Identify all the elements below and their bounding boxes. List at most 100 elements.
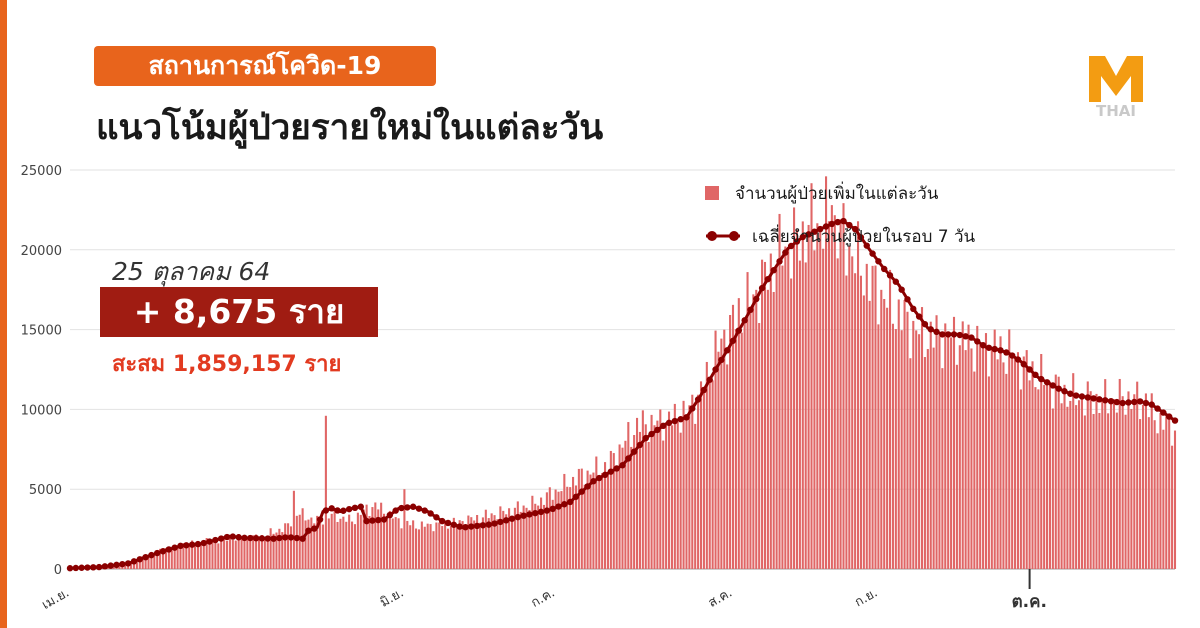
bar [708,382,711,569]
bar [388,510,391,569]
bar [737,298,740,569]
line-point [625,455,632,462]
line-point [473,522,481,530]
bar [731,304,735,569]
bar [193,544,197,569]
bar [720,338,723,569]
line-point [1032,371,1039,379]
line-point [514,513,522,521]
bar [170,550,173,569]
bar [1104,379,1107,569]
bar [182,543,185,569]
bar [263,536,266,569]
bar [659,409,662,569]
bar [987,376,990,569]
line-point [1072,392,1080,399]
bar [955,364,958,569]
line-point [154,549,161,557]
line-point [165,546,173,553]
bar [260,535,263,569]
bar [856,221,860,569]
line-point [572,493,580,500]
line-point [822,223,830,230]
bar [1121,396,1124,569]
bar [900,330,903,569]
line-point [1026,366,1033,373]
line-point [607,468,615,475]
bar [574,485,578,569]
line-point [898,286,905,293]
bar [1014,358,1017,569]
bar [1072,373,1075,569]
bar [621,447,624,569]
bar [894,329,897,569]
bar [1054,374,1057,569]
bar [635,417,639,569]
line-point [636,441,644,449]
bar [522,505,525,569]
bar [714,330,717,569]
line-point [537,508,545,516]
bar [191,540,194,569]
bar [923,357,926,569]
line-point [857,234,865,241]
bar [1098,412,1101,569]
bar [1034,387,1037,569]
bar [162,550,165,569]
line-point [811,228,818,235]
line-point [886,272,894,279]
bar [1048,381,1052,569]
bar [441,526,444,569]
bar [1153,420,1156,569]
bar [211,541,214,569]
bar [883,299,886,569]
bar [426,523,429,569]
bar [394,517,397,569]
y-tick-label: 25000 [21,164,62,179]
line-point [526,511,533,518]
bar [606,471,610,569]
bar [1063,384,1066,569]
bar [941,368,944,569]
bar [1136,381,1139,569]
legend: จำนวนผู้ป่วยเพิ่มในแต่ละวัน เฉลี่ยจำนวนผ… [705,181,976,247]
x-tick-label: มิ.ย. [378,585,407,610]
bar [455,524,458,569]
bar [819,226,822,569]
bar [409,525,412,569]
bar [417,529,420,569]
line-point [881,265,888,273]
bar [915,330,918,569]
bar [891,323,894,569]
bar [499,506,502,569]
bar [938,335,941,569]
bar [604,462,607,569]
bar [144,555,147,569]
bar [513,507,516,569]
bar [638,431,641,569]
bar [228,537,231,569]
line-point [799,233,806,241]
line-point [223,533,231,541]
bar [397,518,400,569]
line-point [439,517,446,525]
bar [662,440,665,569]
logo-wordmark: THAI [1096,102,1136,120]
bar [816,223,819,569]
bar [214,539,217,569]
line-point [613,465,620,472]
bar [167,548,170,569]
bar [537,505,540,569]
new-cases-box: + 8,675 ราย [100,287,378,337]
line-point [508,515,516,522]
line-point [578,488,585,495]
bar [641,410,644,569]
line-point [340,507,347,514]
bar [929,321,932,569]
bar [845,275,848,569]
bar [470,517,473,569]
bar [769,253,772,569]
line-point [316,516,324,523]
bar [851,256,854,569]
bar [589,474,592,569]
